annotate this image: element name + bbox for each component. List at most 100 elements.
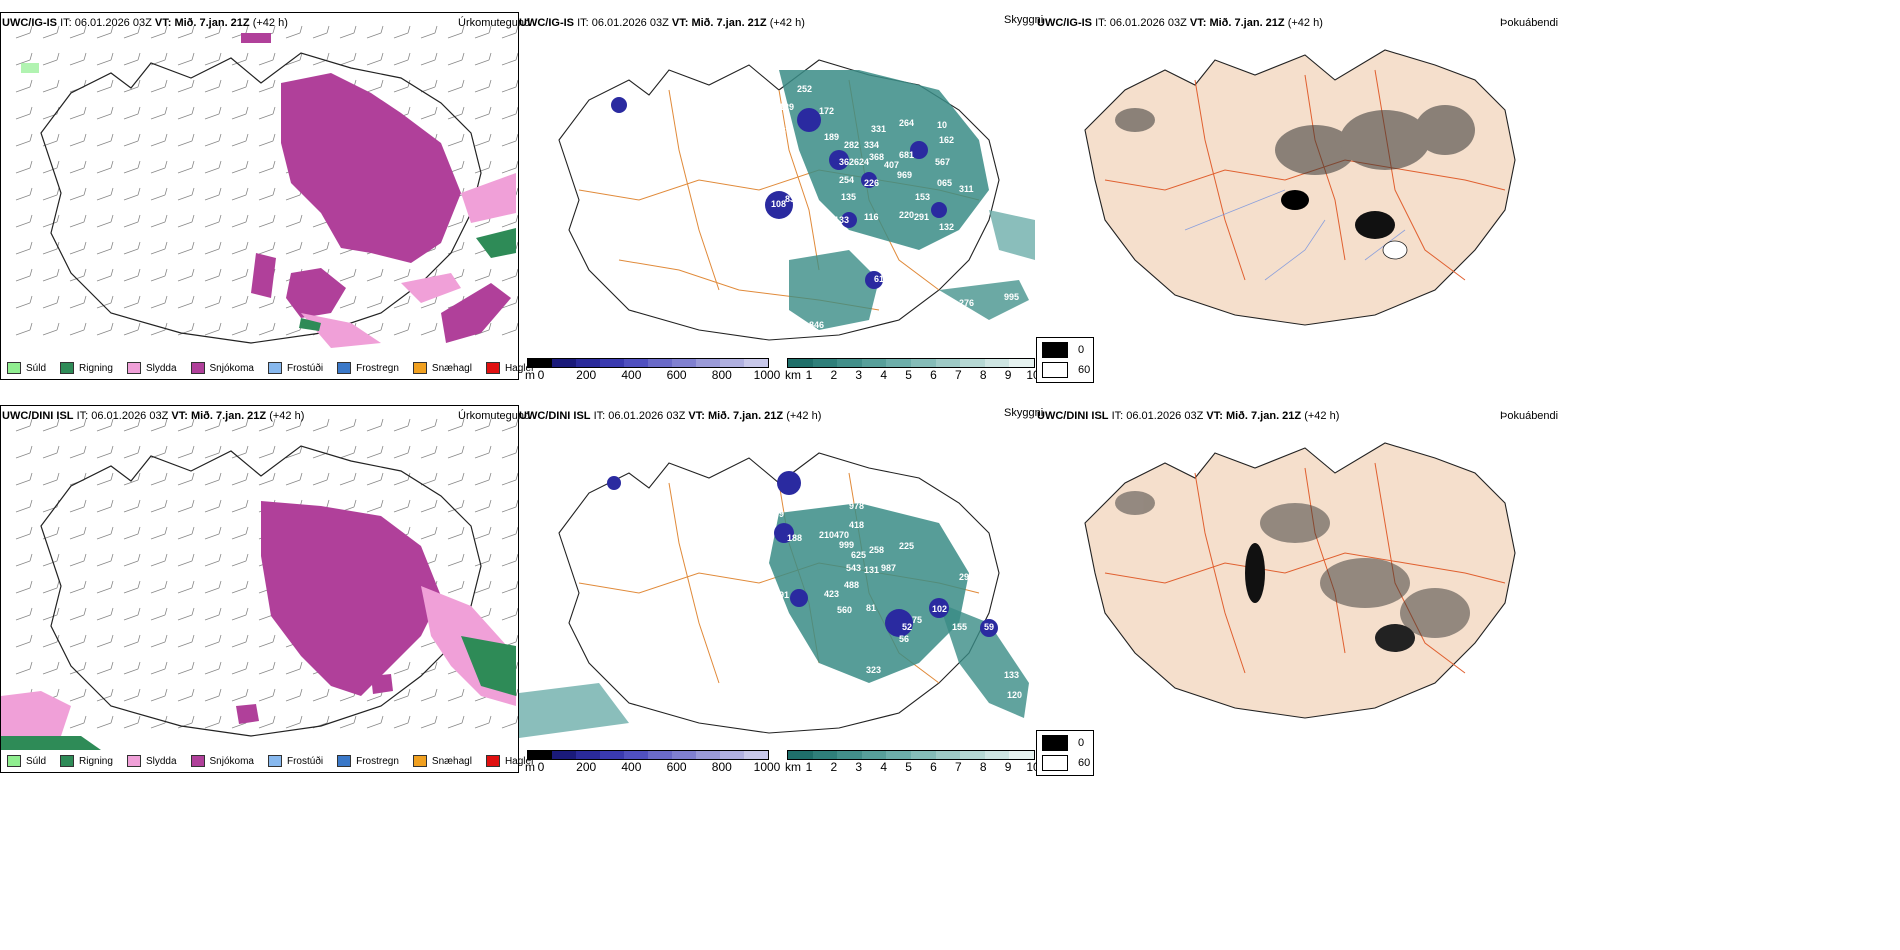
cloud-height-label: 59 — [984, 622, 994, 632]
wind-barb — [258, 52, 276, 66]
cloud-height-label: 567 — [935, 157, 950, 167]
wind-barb — [150, 79, 168, 93]
wind-barb — [123, 133, 141, 147]
precip-type-panel-bottom: Súld Rigning Slydda Snjókoma Frostúði Frostre… — [0, 405, 533, 773]
wind-barb — [150, 661, 168, 675]
legend-swatch — [1042, 755, 1068, 771]
wind-barb — [15, 25, 33, 39]
legend-swatch — [485, 362, 500, 374]
colorbar-tick: 6 — [930, 760, 937, 774]
vt-value: Mið. 7.jan. 21Z — [707, 410, 784, 422]
wind-barb — [123, 499, 141, 513]
fog-title-bottom: Þokuábendi — [1500, 410, 1559, 422]
wind-barb — [177, 418, 195, 432]
colorbar-step — [910, 359, 936, 367]
wind-barb — [177, 214, 195, 228]
wind-barb — [69, 79, 87, 93]
wind-barb — [231, 418, 249, 432]
colorbar-tick: 3 — [855, 368, 863, 382]
colorbar-tick: 400 — [621, 368, 642, 382]
cloud-height-label: 132 — [939, 222, 954, 232]
wind-barb — [312, 688, 330, 702]
wind-barb — [258, 661, 276, 675]
lead-time: (+42 h) — [269, 410, 305, 422]
legend-label: Snjókoma — [209, 362, 254, 374]
wind-barb — [285, 52, 303, 66]
fog-legend-row: 60 — [1042, 755, 1090, 771]
wind-barb — [150, 133, 168, 147]
wind-barb — [42, 79, 60, 93]
wind-barb — [474, 25, 492, 39]
colorbar-tick: 9 — [1004, 760, 1012, 774]
wind-barb — [96, 160, 114, 174]
wind-barb — [366, 79, 384, 93]
vt-label: VT: — [688, 410, 705, 422]
wind-barb — [420, 106, 438, 120]
colorbar-step — [886, 359, 911, 367]
wind-barb — [204, 187, 222, 201]
it-value: 06.01.2026 03Z — [91, 410, 169, 422]
precip-type-map-top — [15, 25, 518, 348]
wind-barb — [42, 241, 60, 255]
wind-barb — [177, 472, 195, 486]
wind-barb — [150, 241, 168, 255]
legend-swatch — [7, 755, 21, 767]
wind-barb — [501, 295, 518, 309]
colorbar-step — [576, 751, 600, 759]
wind-barb — [204, 79, 222, 93]
wind-barb — [501, 472, 518, 486]
cloud-height-label: 065 — [937, 178, 952, 188]
wind-barb — [15, 187, 33, 201]
colorbar-step — [744, 751, 768, 759]
fog-legend-row: 0 — [1042, 735, 1084, 751]
wind-barb — [447, 418, 465, 432]
cloud-title-bottom: Skyggni — [1004, 407, 1044, 419]
precip-legend-item: Rigning — [60, 755, 113, 767]
legend-swatch — [1042, 362, 1068, 378]
wind-barb — [42, 160, 60, 174]
it-label: IT: — [1095, 17, 1107, 29]
colorbar-tick: 1000 — [753, 368, 781, 382]
wind-barb — [474, 52, 492, 66]
km-colorbar-top: km 1 2 3 4 5 6 7 8 9 10 — [785, 358, 1040, 398]
wind-barb — [42, 553, 60, 567]
wind-barb — [204, 295, 222, 309]
wind-barb — [96, 418, 114, 432]
wind-barb — [69, 214, 87, 228]
legend-label: 0 — [1078, 344, 1085, 356]
wind-barb — [123, 79, 141, 93]
wind-barb — [177, 160, 195, 174]
wind-barb — [123, 268, 141, 282]
cloud-height-label: 10 — [937, 120, 947, 130]
wind-barb — [150, 634, 168, 648]
wind-barb — [420, 688, 438, 702]
wind-barb — [474, 322, 492, 336]
wind-barb — [42, 214, 60, 228]
colorbar-step — [552, 751, 576, 759]
fog-map-bottom — [1084, 442, 1516, 719]
colorbar-step — [984, 359, 1010, 367]
panel-header-top-3: UWC/IG-IS IT: 06.01.2026 03Z VT: Mið. 7.… — [1037, 17, 1323, 29]
colorbar-step — [886, 751, 911, 759]
wind-barb — [204, 661, 222, 675]
cloud-height-label: 334 — [864, 140, 879, 150]
wind-barb — [15, 295, 33, 309]
wind-barb — [204, 52, 222, 66]
wind-barb — [123, 607, 141, 621]
wind-barb — [96, 52, 114, 66]
wind-barb — [204, 526, 222, 540]
wind-barb — [339, 445, 357, 459]
cloud-height-label: 129 — [779, 102, 794, 112]
cloud-height-label: 254 — [839, 175, 854, 185]
panel-header-bottom-1: UWC/DINI ISL IT: 06.01.2026 03Z VT: Mið.… — [2, 410, 304, 422]
wind-barb — [231, 241, 249, 255]
legend-swatch — [267, 755, 282, 767]
wind-barb — [96, 553, 114, 567]
wind-barb — [177, 499, 195, 513]
colorbar-unit: km — [785, 760, 801, 774]
wind-barb — [258, 445, 276, 459]
colorbar-tick: 0 — [537, 368, 545, 382]
wind-barb — [42, 634, 60, 648]
wind-barb — [204, 553, 222, 567]
